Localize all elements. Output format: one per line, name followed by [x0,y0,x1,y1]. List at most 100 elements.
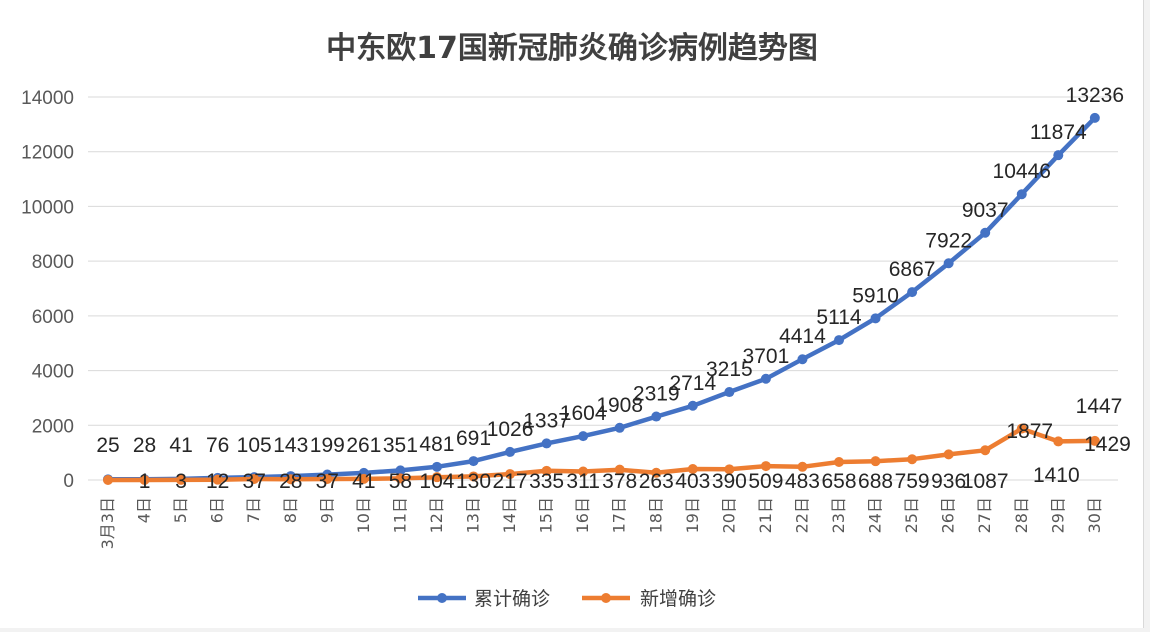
legend-marker-2 [601,593,611,603]
data-label-cumulative: 2319 [633,383,680,406]
data-point [285,474,296,485]
data-point [724,387,735,398]
data-label-new: 390 [712,470,747,493]
data-point [578,431,589,442]
data-label-new: 28 [279,470,302,493]
data-point [431,472,442,483]
data-label-new: 130 [456,470,491,493]
data-point [797,461,808,472]
data-label-new: 41 [352,470,375,493]
x-tick-label: 28日 [1012,497,1031,533]
x-tick-label: 8日 [281,497,300,523]
data-point [980,445,991,456]
data-point [651,467,662,478]
data-label-cumulative: 143 [273,434,308,457]
legend-marker-1 [437,593,447,603]
x-tick-label: 9日 [317,497,336,523]
data-point [614,422,625,433]
data-point [724,464,735,475]
data-point [212,474,223,485]
x-tick-label: 21日 [756,497,775,533]
data-label-new: 3 [175,470,187,493]
data-label-new: 1 [139,470,151,493]
x-tick-label: 24日 [866,497,885,533]
data-point [907,454,918,465]
data-point [578,466,589,477]
legend-label-1: 累计确诊 [474,588,550,610]
x-tick-label: 16日 [573,497,592,533]
data-label-cumulative: 1908 [596,394,643,417]
x-tick-label: 23日 [829,497,848,533]
y-tick-label: 0 [63,471,74,492]
data-label-cumulative: 1604 [560,402,607,425]
data-label-extra: 1447 [1076,395,1123,418]
data-point [468,456,479,467]
y-tick-label: 4000 [32,362,74,383]
data-label-cumulative: 481 [419,433,454,456]
data-point [431,461,442,472]
data-point [980,227,991,238]
x-tick-label: 13日 [464,497,483,533]
data-point [249,473,260,484]
data-label-new: 378 [602,470,637,493]
x-tick-label: 29日 [1048,497,1067,533]
x-tick-label: 15日 [537,497,556,533]
data-label-cumulative: 199 [310,434,345,457]
data-label-new: 217 [493,470,528,493]
data-label-new: 1877 [1006,420,1053,443]
x-tick-label: 5日 [171,497,190,523]
data-point [468,471,479,482]
data-label-new: 658 [821,470,856,493]
data-label-new: 104 [419,470,454,493]
data-point [797,354,808,365]
data-point [322,473,333,484]
data-point [834,456,844,467]
data-point [907,287,918,298]
x-tick-label: 27日 [975,497,994,533]
y-axis-ticks: 0 2000 4000 6000 8000 10000 12000 14000 [21,88,74,492]
data-label-cumulative: 5910 [852,284,899,307]
data-point [760,373,771,384]
data-label-cumulative: 41 [169,434,192,457]
data-label-cumulative: 13236 [1066,84,1124,107]
legend-label-2: 新增确诊 [640,588,716,610]
data-point [834,335,844,346]
data-point [651,411,662,422]
data-point [687,400,698,411]
data-label-cumulative: 76 [206,434,229,457]
y-tick-label: 12000 [21,143,74,164]
data-point [1016,423,1027,434]
x-axis-ticks: 3月3日 4日 5日 6日 7日 8日 9日 10日 11日 12日 13日 14日 15日 16日 17日… [98,497,1104,549]
data-point [1089,112,1100,123]
x-tick-label: 4日 [135,497,154,523]
data-label-cumulative: 10446 [993,160,1051,183]
data-label-new: 263 [639,470,674,493]
x-tick-label: 7日 [244,497,263,523]
data-label-new: 688 [858,470,893,493]
data-label-cumulative: 3215 [706,358,753,381]
data-label-cumulative: 3701 [743,345,790,368]
data-point [103,475,113,485]
data-label-cumulative: 1026 [487,418,534,441]
x-tick-label: 25日 [902,497,921,533]
data-label-new: 37 [243,470,266,493]
series-line-1 [105,115,1098,482]
chart-title: 中东欧17国新冠肺炎确诊病例趋势图 [326,31,818,66]
data-label-cumulative: 105 [237,434,272,457]
data-label-cumulative: 6867 [889,258,936,281]
series-line-2 [105,426,1098,483]
y-tick-label: 2000 [32,416,74,437]
data-point [1053,436,1064,447]
data-point [176,474,187,485]
data-label-cumulative: 1337 [523,409,570,432]
data-label-new: 1087 [962,470,1009,493]
data-label-cumulative: 351 [383,434,418,457]
data-label-new: 1429 [1084,433,1131,456]
data-label-cumulative: 25 [96,434,119,457]
gridlines [88,96,1118,481]
data-label-new: 311 [566,470,599,493]
data-point [943,449,954,460]
data-point [1053,150,1064,161]
